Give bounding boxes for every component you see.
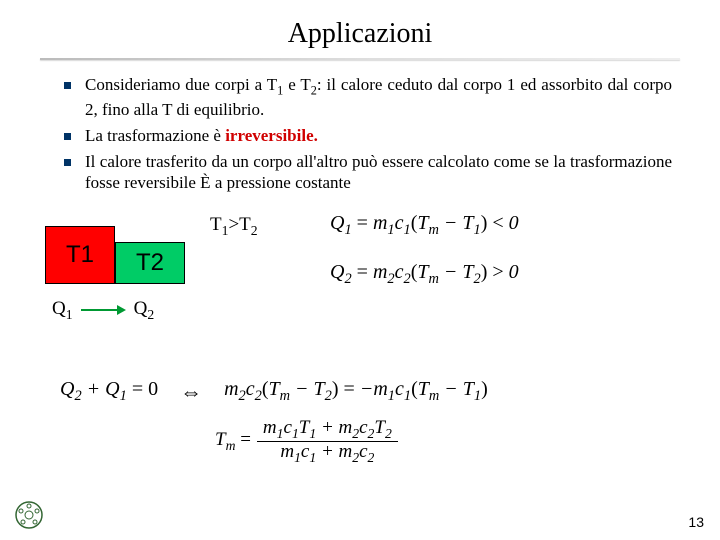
bullet-text: Il calore trasferito da un corpo all'alt… [85,151,672,195]
bullet-item: La trasformazione è irreversibile. [64,125,672,147]
q1-label: Q1 [52,298,73,323]
title-divider [40,58,680,60]
denominator: m1c1 + m2c2 [274,442,380,465]
heat-flow: Q1 Q2 [52,298,154,323]
fraction: m1c1T1 + m2c2T2 m1c1 + m2c2 [257,418,398,465]
bullet-text: Consideriamo due corpi a T1 e T2: il cal… [85,74,672,121]
arrow-icon [81,305,126,315]
iff-symbol: ⇔ [180,379,202,405]
text: Q [52,298,66,319]
text: e T [283,75,310,94]
text: T [210,214,222,235]
logo-icon [14,500,44,530]
bullet-marker-icon [64,133,71,140]
eq-q1: Q1 = m1c1(Tm − T1) < 0 [330,212,519,239]
body-t1: T1 [45,226,115,284]
sub: 2 [147,307,154,322]
irreversible-label: irreversibile. [225,126,318,145]
sub: 2 [251,223,258,238]
bullet-marker-icon [64,82,71,89]
temperature-relation: T1>T2 [210,214,258,239]
slide-title: Applicazioni [0,0,720,58]
bullet-marker-icon [64,159,71,166]
page-number: 13 [688,514,704,530]
numerator: m1c1T1 + m2c2T2 [257,418,398,441]
q2-label: Q2 [134,298,155,323]
diagram-area: T1 T2 T1>T2 Q1 Q2 Q1 = m1c1(Tm − T1) < 0… [0,204,720,354]
eq-sum: Q2 + Q1 = 0 [60,378,158,405]
bullet-item: Consideriamo due corpi a T1 e T2: il cal… [64,74,672,121]
bullet-text: La trasformazione è irreversibile. [85,125,318,147]
sub: 1 [66,307,73,322]
text: Consideriamo due corpi a T [85,75,277,94]
balance-equation: Q2 + Q1 = 0 ⇔ m2c2(Tm − T2) = −m1c1(Tm −… [60,378,488,405]
bullet-list: Consideriamo due corpi a T1 e T2: il cal… [0,74,720,194]
tm-lhs: Tm = [215,429,251,454]
bullet-item: Il calore trasferito da un corpo all'alt… [64,151,672,195]
eq-expanded: m2c2(Tm − T2) = −m1c1(Tm − T1) [224,378,488,405]
text: Q [134,298,148,319]
eq-q2: Q2 = m2c2(Tm − T2) > 0 [330,261,519,288]
heat-equations: Q1 = m1c1(Tm − T1) < 0 Q2 = m2c2(Tm − T2… [330,212,519,310]
text: > [228,214,239,235]
text: T [239,214,251,235]
body-t2: T2 [115,242,185,284]
text: La trasformazione è [85,126,225,145]
bodies-diagram: T1 T2 [45,226,185,284]
tm-solution: Tm = m1c1T1 + m2c2T2 m1c1 + m2c2 [215,418,398,465]
